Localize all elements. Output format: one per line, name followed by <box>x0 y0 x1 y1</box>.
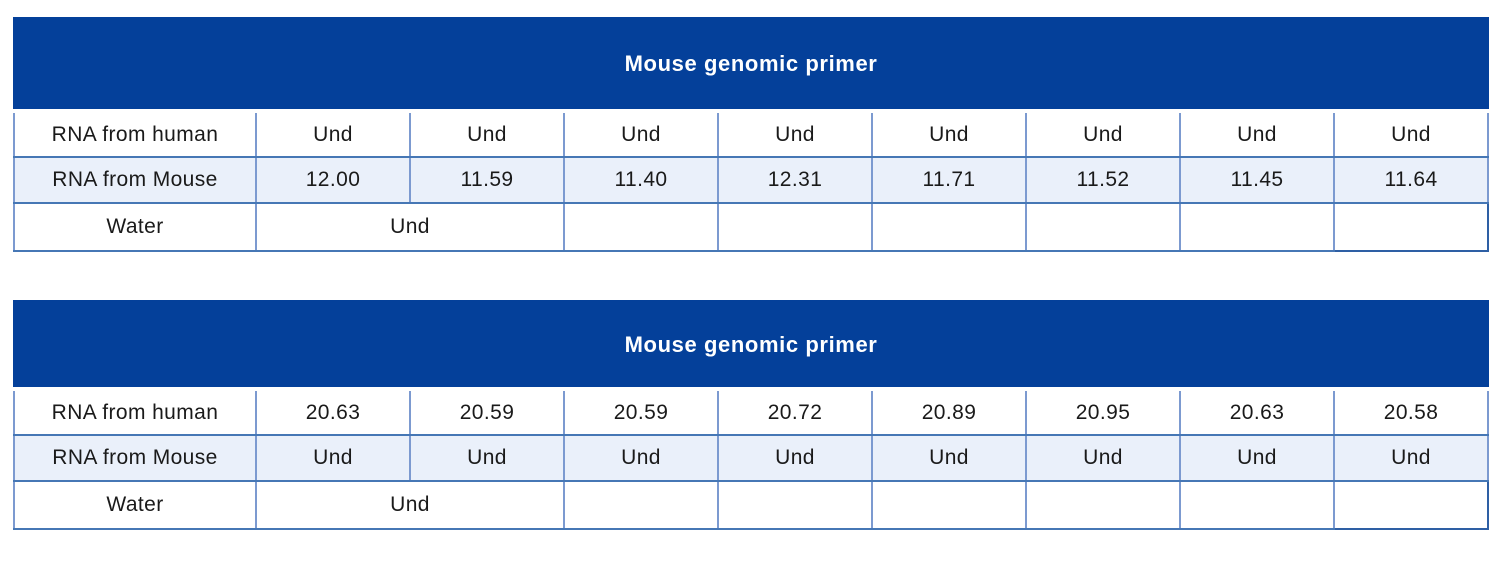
value-cell: Und <box>1332 109 1490 158</box>
row-label-cell: RNA from Mouse <box>13 156 257 204</box>
value-cell: 20.95 <box>1025 387 1181 436</box>
qpcr-table-2-container: Mouse genomic primer RNA from human 20.6… <box>12 300 1490 530</box>
empty-cell <box>717 480 873 530</box>
value-cell: Und <box>1025 434 1181 482</box>
row-label-cell: RNA from Mouse <box>13 434 257 482</box>
empty-cell <box>871 480 1027 530</box>
value-cell: Und <box>1332 434 1490 482</box>
empty-cell <box>563 202 719 252</box>
value-cell: Und <box>1179 109 1335 158</box>
merged-value-cell: Und <box>255 480 565 530</box>
row-label-cell: RNA from human <box>13 387 257 436</box>
value-cell: 11.40 <box>563 156 719 204</box>
value-cell: Und <box>255 109 411 158</box>
value-cell: 20.59 <box>563 387 719 436</box>
table-row-rna-human: RNA from human 20.63 20.59 20.59 20.72 2… <box>13 387 1490 436</box>
empty-cell <box>717 202 873 252</box>
value-cell: 20.63 <box>255 387 411 436</box>
table-header-row: Mouse genomic primer <box>12 17 1490 113</box>
table-row-water: Water Und <box>13 202 1488 252</box>
value-cell: 11.64 <box>1332 156 1490 204</box>
value-cell: 11.59 <box>409 156 565 204</box>
value-cell: 20.63 <box>1179 387 1335 436</box>
value-cell: Und <box>717 434 873 482</box>
table-title: Mouse genomic primer <box>12 300 1490 391</box>
table-header-row: Mouse genomic primer <box>12 300 1490 391</box>
value-cell: 20.89 <box>871 387 1027 436</box>
empty-cell <box>1025 480 1181 530</box>
qpcr-table-1-container: Mouse genomic primer RNA from human Und … <box>12 17 1490 252</box>
qpcr-table-1: Mouse genomic primer RNA from human Und … <box>12 17 1490 252</box>
value-cell: 12.00 <box>255 156 411 204</box>
value-cell: 20.59 <box>409 387 565 436</box>
value-cell: Und <box>409 434 565 482</box>
merged-value-cell: Und <box>255 202 565 252</box>
value-cell: Und <box>409 109 565 158</box>
row-label-cell: RNA from human <box>13 109 257 158</box>
value-cell: 11.71 <box>871 156 1027 204</box>
value-cell: 11.45 <box>1179 156 1335 204</box>
value-cell: Und <box>717 109 873 158</box>
empty-cell <box>871 202 1027 252</box>
value-cell: Und <box>871 109 1027 158</box>
value-cell: Und <box>1179 434 1335 482</box>
value-cell: 11.52 <box>1025 156 1181 204</box>
value-cell: Und <box>563 434 719 482</box>
row-label-cell: Water <box>13 202 257 252</box>
table-row-water: Water Und <box>13 480 1488 530</box>
table-title: Mouse genomic primer <box>12 17 1490 113</box>
value-cell: Und <box>255 434 411 482</box>
row-label-cell: Water <box>13 480 257 530</box>
table-row-rna-mouse: RNA from Mouse Und Und Und Und Und Und U… <box>13 434 1490 482</box>
value-cell: 12.31 <box>717 156 873 204</box>
empty-cell <box>1179 202 1335 252</box>
value-cell: Und <box>871 434 1027 482</box>
value-cell: Und <box>563 109 719 158</box>
qpcr-table-2: Mouse genomic primer RNA from human 20.6… <box>12 300 1490 530</box>
empty-cell <box>563 480 719 530</box>
value-cell: Und <box>1025 109 1181 158</box>
value-cell: 20.72 <box>717 387 873 436</box>
table-row-rna-mouse: RNA from Mouse 12.00 11.59 11.40 12.31 1… <box>13 156 1490 204</box>
empty-cell <box>1025 202 1181 252</box>
table-row-rna-human: RNA from human Und Und Und Und Und Und U… <box>13 109 1490 158</box>
value-cell: 20.58 <box>1332 387 1490 436</box>
empty-cell <box>1179 480 1335 530</box>
